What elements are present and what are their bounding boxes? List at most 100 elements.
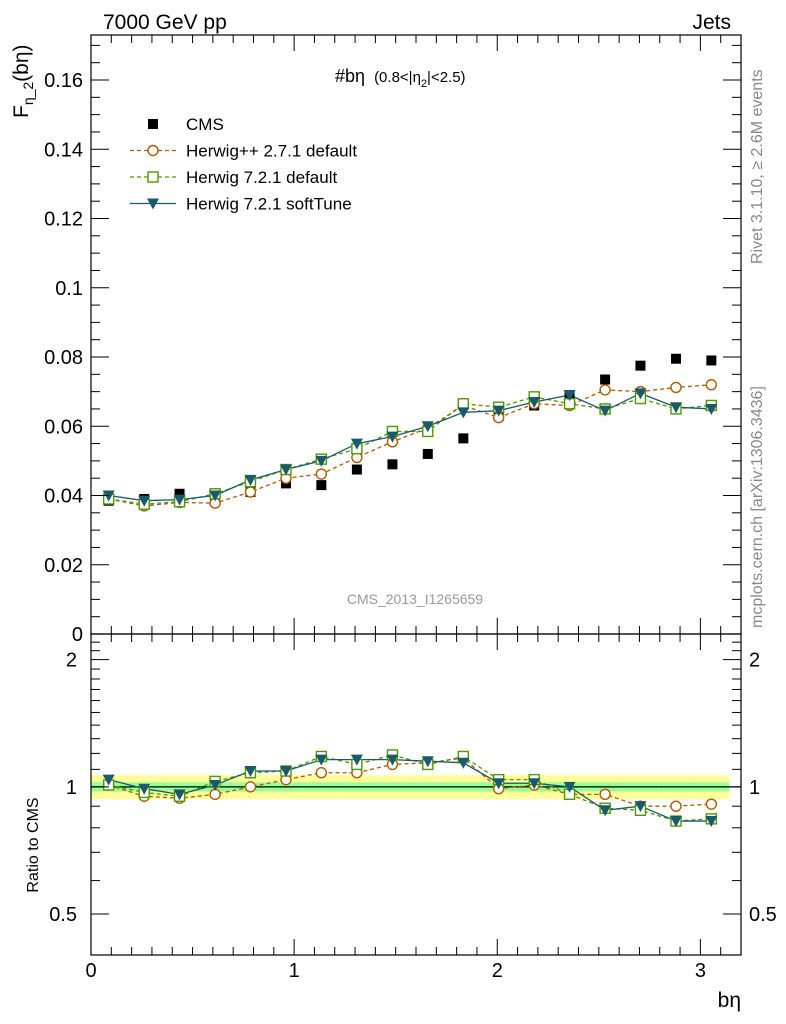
ratio-point-s2-4: [244, 766, 257, 778]
ratio-point-s2-7: [350, 754, 363, 766]
legend-marker-0: [148, 119, 158, 129]
main-point-s0-2: [174, 488, 185, 499]
plot-title-cut: (0.8<|η: [374, 69, 421, 86]
plot-title: #bη (0.8<|η2|<2.5): [335, 66, 466, 90]
legend-marker-1: [147, 144, 159, 157]
ratio-point-s2-12: [528, 778, 541, 790]
ratio-point-s2-10: [457, 757, 470, 769]
ratio-point-s0-14: [599, 788, 611, 801]
ratio-xtick-label-3: 3: [695, 960, 706, 982]
main-point-s0-6: [316, 480, 327, 491]
ratio-point-s2-3: [209, 780, 222, 792]
main-ytick-label-2: 0.04: [44, 486, 83, 508]
ratio-point-s2-2: [173, 789, 186, 801]
mcplots-text: mcplots.cern.ch [arXiv:1306.3436]: [749, 386, 766, 628]
main-point-s1-4: [244, 486, 257, 498]
legend-label-3: Herwig 7.2.1 softTune: [186, 195, 352, 214]
main-point-s0-14: [600, 374, 611, 385]
legend-label-1: Herwig++ 2.7.1 default: [186, 142, 357, 161]
main-point-s0-9: [422, 448, 433, 459]
ratio-point-s0-16: [670, 800, 682, 812]
main-ylabel-sub: η_2: [20, 82, 36, 106]
ratio-series-line-1: [108, 754, 712, 822]
ratio-point-s2-9: [421, 756, 434, 768]
ratio-point-s2-8: [386, 754, 399, 766]
main-point-s3-6: [315, 455, 328, 467]
main-ytick-label-1: 0.02: [44, 555, 83, 577]
ratio-ytick-label-left-0: 0.5: [49, 904, 77, 926]
main-point-s1-6: [315, 468, 328, 480]
ratio-point-s0-17: [705, 798, 718, 810]
main-ylabel: Fη_2(bη): [10, 44, 36, 118]
plot-title-cut-end: |<2.5): [427, 69, 466, 86]
main-point-s1-16: [670, 381, 682, 394]
main-point-s0-15: [635, 360, 646, 371]
ratio-series-line-2: [108, 758, 712, 822]
ratio-point-s2-6: [315, 754, 328, 766]
ratio-point-s2-13: [563, 781, 576, 793]
ratio-ytick-label-right-0: 0.5: [749, 904, 777, 926]
main-point-s3-15: [634, 388, 647, 400]
main-point-s3-3: [209, 490, 222, 502]
main-point-s1-17: [705, 379, 718, 391]
ratio-point-s2-14: [599, 805, 612, 817]
ratio-point-s0-4: [244, 781, 257, 793]
main-ytick-label-0: 0: [72, 624, 83, 646]
main-series-line-3: [108, 392, 712, 502]
ratio-ytick-label-left-1: 1: [66, 777, 77, 799]
main-ytick-label-6: 0.12: [44, 209, 83, 231]
ratio-ytick-label-left-2: 2: [66, 650, 77, 672]
main-point-s3-2: [173, 494, 186, 506]
main-point-s2-10: [457, 398, 470, 410]
main-point-s0-17: [706, 355, 717, 366]
ratio-point-s2-11: [492, 778, 505, 790]
header-left: 7000 GeV pp: [103, 11, 227, 34]
main-point-s3-7: [350, 438, 363, 450]
legend: CMS Herwig++ 2.7.1 default Herwig 7.2.1 de…: [130, 115, 357, 214]
main-ytick-label-5: 0.1: [55, 278, 83, 300]
main-point-s0-10: [458, 433, 469, 444]
main-point-s3-17: [705, 403, 718, 415]
legend-marker-2: [147, 171, 159, 183]
ratio-point-s0-6: [315, 767, 328, 779]
main-point-s3-9: [421, 421, 434, 433]
analysis-watermark: CMS_2013_I1265659: [347, 591, 483, 607]
main-point-s1-14: [599, 384, 611, 396]
header-right: Jets: [692, 11, 731, 34]
legend-label-0: CMS: [186, 115, 224, 134]
rivet-version-text: Rivet 3.1.10, ≥ 2.6M events: [749, 69, 766, 264]
main-point-s3-12: [528, 397, 541, 409]
legend-label-2: Herwig 7.2.1 default: [186, 168, 337, 187]
main-point-s3-16: [670, 402, 682, 414]
ratio-point-s2-0: [102, 774, 115, 786]
ratio-point-s2-16: [670, 816, 682, 828]
plot-title-cut-sub: 2: [421, 78, 427, 90]
main-series-line-1: [108, 384, 712, 507]
main-plot-area: 0 0.02 0.04 0.06 0.08 0.1 0.12 0.14 0.16: [44, 34, 742, 646]
main-ylabel-end: (bη): [10, 44, 33, 81]
ratio-point-s2-5: [280, 766, 292, 778]
main-point-s3-11: [492, 405, 505, 417]
ratio-xtick-label-2: 2: [492, 960, 503, 982]
plot-title-main: #bη: [335, 66, 365, 86]
ratio-point-s2-15: [634, 801, 647, 813]
main-point-s3-8: [386, 431, 399, 443]
main-ytick-label-3: 0.06: [44, 416, 83, 438]
main-point-s0-16: [671, 353, 681, 364]
main-point-s0-8: [387, 459, 398, 470]
ratio-point-s2-1: [138, 783, 151, 795]
main-point-s3-14: [599, 405, 612, 417]
main-point-s3-1: [138, 495, 151, 507]
ratio-ytick-label-right-1: 1: [749, 777, 760, 799]
ratio-ylabel: Ratio to CMS: [25, 797, 42, 892]
main-ytick-label-4: 0.08: [44, 347, 83, 369]
ratio-plot-area: 0.5 0.5 1 1 2 2 0 1 2 3: [49, 633, 777, 982]
ratio-point-s2-17: [705, 816, 718, 828]
x-axis-label: bη: [718, 989, 741, 1012]
main-ylabel-F: F: [10, 105, 33, 118]
main-point-s3-13: [563, 390, 576, 402]
main-series-line-2: [108, 396, 712, 505]
main-point-s3-10: [457, 407, 470, 419]
ratio-ytick-label-right-2: 2: [749, 650, 760, 672]
